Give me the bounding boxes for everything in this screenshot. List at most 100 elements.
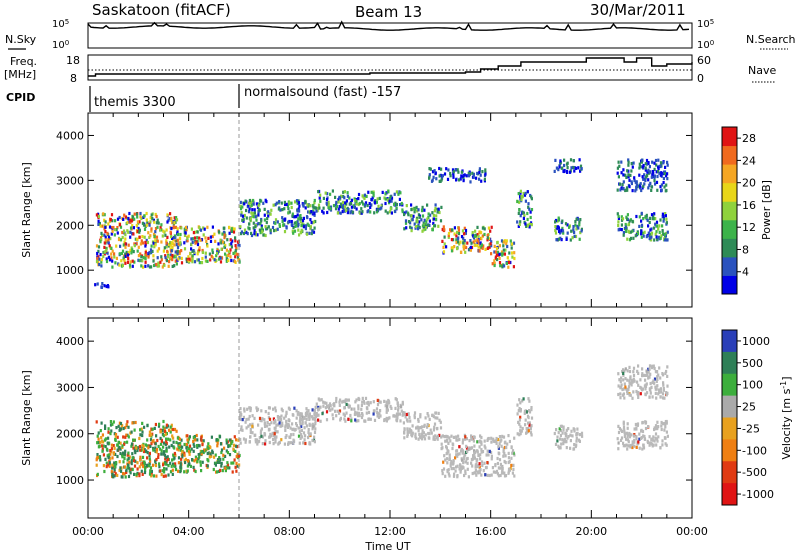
scatter-cell (484, 247, 487, 251)
scatter-cell (338, 411, 341, 415)
scatter-cell (423, 208, 426, 212)
scatter-cell (186, 469, 189, 473)
scatter-cell (296, 213, 299, 217)
scatter-cell (438, 166, 441, 171)
scatter-cell (101, 447, 104, 451)
scatter-cell (124, 252, 127, 256)
power-scatter (94, 158, 669, 289)
y-tick-label: 3000 (56, 381, 84, 394)
scatter-cell (523, 220, 526, 224)
scatter-cell (247, 424, 250, 428)
scatter-cell (207, 442, 210, 446)
scatter-cell (663, 436, 666, 440)
scatter-cell (177, 469, 180, 473)
scatter-cell (389, 207, 392, 211)
scatter-cell (350, 198, 353, 202)
scatter-cell (109, 218, 112, 222)
scatter-cell (153, 220, 156, 224)
scatter-cell (194, 241, 197, 245)
scatter-cell (184, 231, 187, 235)
scatter-cell (147, 264, 150, 268)
scatter-cell (216, 458, 220, 462)
scatter-cell (649, 388, 652, 392)
scatter-cell (429, 167, 432, 171)
scatter-cell (476, 171, 479, 175)
scatter-cell (108, 461, 111, 465)
scatter-cell (457, 434, 460, 438)
power-colorbar-segment (722, 127, 737, 147)
scatter-cell (310, 210, 313, 214)
scatter-cell (155, 214, 158, 219)
scatter-cell (492, 439, 495, 443)
scatter-cell (306, 410, 309, 414)
scatter-cell (173, 255, 176, 259)
scatter-cell (298, 204, 301, 208)
scatter-cell (557, 168, 560, 172)
scatter-cell (166, 457, 170, 462)
scatter-cell (649, 170, 652, 174)
scatter-cell (464, 435, 467, 439)
scatter-cell (200, 450, 203, 454)
scatter-cell (650, 442, 653, 446)
scatter-cell (414, 226, 417, 230)
scatter-cell (253, 232, 256, 236)
scatter-cell (427, 223, 430, 227)
scatter-cell (428, 167, 431, 171)
scatter-cell (476, 449, 479, 453)
scatter-cell (413, 222, 416, 226)
scatter-cell (495, 246, 499, 251)
scatter-cell (369, 401, 372, 405)
scatter-cell (164, 254, 167, 258)
scatter-cell (579, 218, 582, 222)
scatter-cell (434, 416, 437, 420)
scatter-cell (204, 251, 207, 255)
scatter-cell (103, 250, 106, 254)
scatter-cell (394, 201, 397, 205)
scatter-cell (656, 420, 659, 424)
scatter-cell (441, 227, 444, 232)
scatter-cell (637, 383, 640, 387)
scatter-cell (318, 206, 321, 210)
scatter-cell (561, 229, 565, 233)
scatter-cell (126, 253, 130, 257)
scatter-cell (156, 225, 159, 229)
scatter-cell (255, 202, 258, 206)
scatter-cell (431, 413, 434, 417)
scatter-cell (345, 411, 348, 415)
scatter-cell (555, 166, 558, 170)
scatter-cell (206, 451, 209, 456)
scatter-cell (130, 430, 133, 434)
scatter-cell (568, 225, 571, 229)
scatter-cell (497, 474, 500, 478)
velocity-colorbar-segment (722, 417, 737, 440)
scatter-cell (218, 435, 222, 439)
velocity-colorbar-label: Velocity [m s-1] (779, 376, 793, 459)
freq-axis-top: 18 (66, 54, 80, 67)
scatter-cell (101, 282, 104, 286)
scatter-cell (516, 403, 519, 407)
scatter-cell (505, 261, 508, 265)
scatter-cell (441, 472, 444, 476)
scatter-cell (136, 467, 139, 471)
scatter-cell (421, 429, 424, 433)
scatter-cell (244, 438, 247, 442)
scatter-cell (626, 422, 629, 426)
scatter-cell (634, 234, 637, 238)
scatter-cell (472, 175, 475, 179)
scatter-cell (121, 230, 124, 235)
scatter-cell (398, 197, 401, 201)
scatter-cell (491, 466, 494, 470)
scatter-cell (468, 247, 471, 252)
scatter-cell (172, 226, 175, 230)
scatter-cell (216, 250, 219, 254)
scatter-cell (133, 448, 136, 452)
scatter-cell (178, 444, 181, 448)
scatter-cell (165, 259, 168, 263)
scatter-cell (376, 414, 379, 418)
scatter-cell (386, 403, 389, 407)
scatter-cell (104, 445, 107, 449)
scatter-cell (263, 418, 266, 422)
scatter-cell (290, 205, 293, 210)
scatter-cell (100, 237, 103, 242)
scatter-cell (149, 438, 153, 442)
